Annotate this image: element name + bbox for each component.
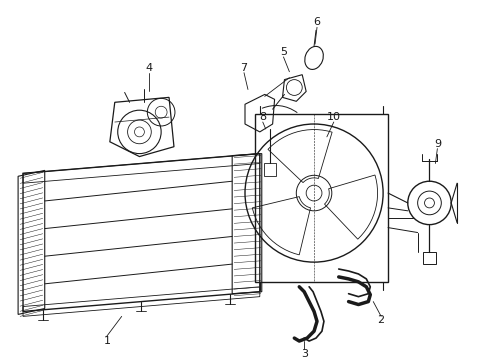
Text: 2: 2 — [378, 315, 385, 325]
Text: 1: 1 — [103, 336, 110, 346]
Text: 7: 7 — [241, 63, 247, 73]
Text: 8: 8 — [259, 112, 267, 122]
Text: 4: 4 — [146, 63, 153, 73]
Text: 9: 9 — [434, 139, 441, 149]
Text: 5: 5 — [280, 47, 287, 57]
Text: 6: 6 — [314, 17, 320, 27]
Text: 10: 10 — [327, 112, 341, 122]
Text: 3: 3 — [301, 349, 308, 359]
